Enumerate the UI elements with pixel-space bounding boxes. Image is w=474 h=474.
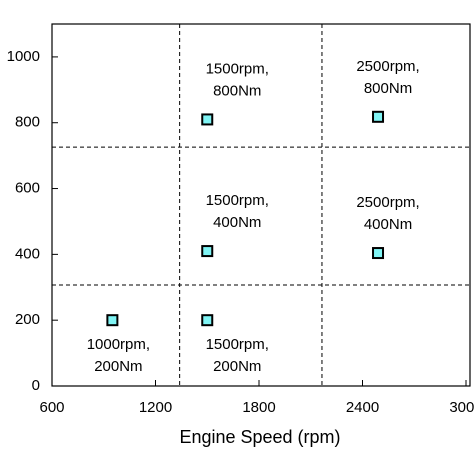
point <box>201 113 214 126</box>
annotation: 200Nm <box>94 358 142 375</box>
x-tick-label: 1200 <box>139 399 172 416</box>
annotation: 400Nm <box>364 216 412 233</box>
point <box>201 314 214 327</box>
annotation: 800Nm <box>213 82 261 99</box>
y-tick-label: 0 <box>32 377 40 394</box>
annotation: 200Nm <box>213 358 261 375</box>
y-tick-label: 800 <box>15 114 40 131</box>
y-tick-label: 600 <box>15 180 40 197</box>
annotation: 800Nm <box>364 80 412 97</box>
point <box>106 314 119 327</box>
plot-frame <box>51 23 471 387</box>
annotation: 1500rpm, <box>206 60 269 77</box>
y-tick-label: 1000 <box>7 48 40 65</box>
x-tick-label: 1800 <box>242 399 275 416</box>
annotation: 1000rpm, <box>87 336 150 353</box>
x-axis-label: Engine Speed (rpm) <box>179 427 340 447</box>
x-tick-label: 600 <box>39 399 64 416</box>
annotation: 400Nm <box>213 214 261 231</box>
annotation: 2500rpm, <box>356 194 419 211</box>
annotation: 1500rpm, <box>206 192 269 209</box>
annotation: 1500rpm, <box>206 336 269 353</box>
point <box>372 247 385 260</box>
point <box>201 245 214 258</box>
x-tick-label: 2400 <box>346 399 379 416</box>
y-tick-label: 200 <box>15 311 40 328</box>
y-tick-label: 400 <box>15 245 40 262</box>
annotation: 2500rpm, <box>356 58 419 75</box>
point <box>372 110 385 123</box>
